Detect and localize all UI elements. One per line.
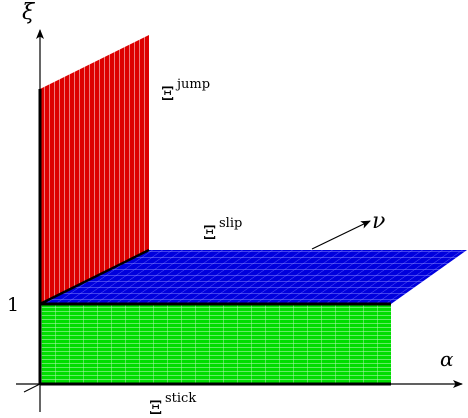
slip-region bbox=[40, 250, 467, 304]
svg-text:Ξ: Ξ bbox=[149, 397, 162, 418]
origin-diagonal-tick bbox=[23, 383, 41, 393]
svg-text:Ξ: Ξ bbox=[161, 83, 174, 105]
nu-arrow bbox=[311, 220, 371, 250]
nu-axis-label: ν bbox=[372, 209, 385, 234]
slip-region-label: Ξ slip bbox=[203, 216, 242, 244]
svg-text:Ξ: Ξ bbox=[203, 222, 216, 244]
svg-text:slip: slip bbox=[219, 216, 242, 231]
svg-text:stick: stick bbox=[165, 391, 196, 406]
stick-region-label: Ξ stick bbox=[149, 391, 196, 418]
svg-text:jump: jump bbox=[175, 77, 210, 92]
xi-axis-label: ξ bbox=[22, 0, 36, 25]
jump-region bbox=[40, 35, 149, 304]
jump-slip-boundary bbox=[39, 248, 150, 306]
stick-region bbox=[40, 304, 391, 384]
alpha-axis-label: α bbox=[440, 347, 454, 371]
jump-region-label: Ξ jump bbox=[161, 77, 210, 105]
tick-label-one: 1 bbox=[7, 294, 19, 316]
